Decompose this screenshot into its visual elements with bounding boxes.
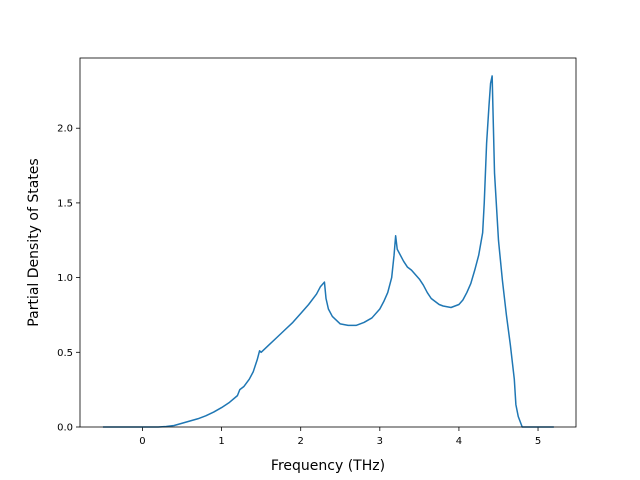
y-tick-label: 0.0 [57,423,73,434]
y-tick-label: 0.5 [57,348,73,359]
series-line [102,75,554,428]
x-axis-ticks: 0 1 2 3 4 5 [139,427,541,447]
x-tick-label: 2 [298,436,304,447]
y-tick-label: 2.0 [57,124,73,135]
plot-frame [79,57,577,428]
x-tick-label: 5 [535,436,541,447]
x-tick-label: 3 [377,436,383,447]
x-tick-label: 1 [218,436,224,447]
y-axis-ticks: 0.0 0.5 1.0 1.5 2.0 [57,124,80,434]
x-tick-label: 4 [456,436,462,447]
x-tick-label: 0 [139,436,145,447]
y-tick-label: 1.5 [57,198,73,209]
y-axis-label: Partial Density of States [26,158,42,326]
y-tick-label: 1.0 [57,273,73,284]
x-axis-label: Frequency (THz) [271,458,385,474]
